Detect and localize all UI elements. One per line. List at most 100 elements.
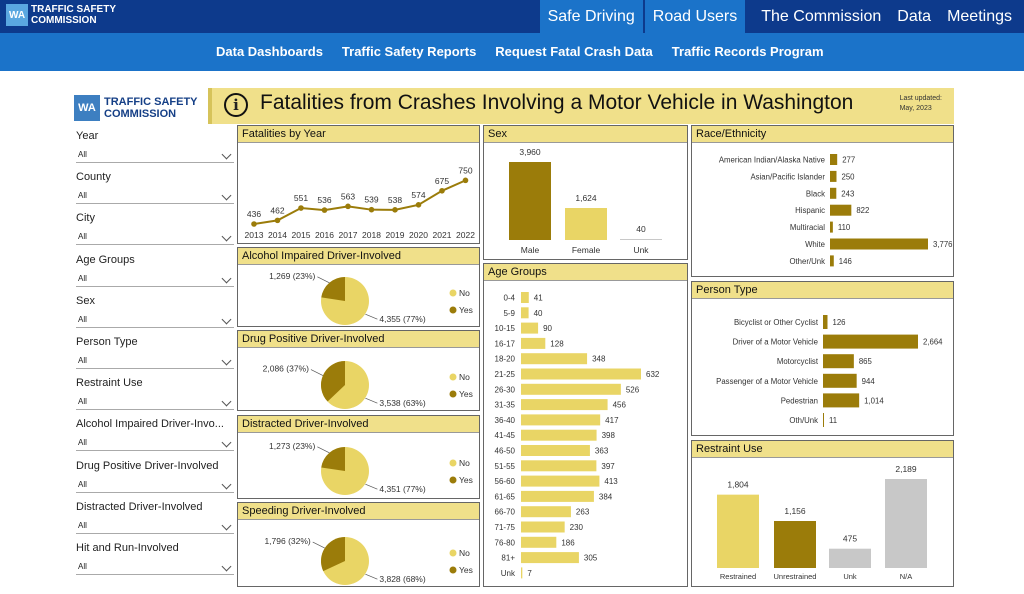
leader-line <box>312 541 325 549</box>
data-label: 574 <box>411 190 425 200</box>
dashboard-logo-line-1: TRAFFIC SAFETY <box>104 96 198 108</box>
category-label: 81+ <box>501 554 515 563</box>
subnav-request-fatal-crash-data[interactable]: Request Fatal Crash Data <box>495 44 653 59</box>
bar <box>521 353 588 365</box>
data-label: 475 <box>843 534 857 544</box>
last-updated-label: Last updated: <box>899 95 942 102</box>
bar <box>830 255 834 267</box>
filter-value: All <box>78 355 87 365</box>
bar <box>521 368 641 380</box>
bar <box>717 494 759 568</box>
nav-the-commission[interactable]: The Commission <box>761 8 882 25</box>
data-label: 263 <box>576 508 590 517</box>
data-label: 90 <box>543 324 552 333</box>
filter-dropdown[interactable]: All <box>76 272 234 287</box>
filter-dropdown[interactable]: All <box>76 436 234 452</box>
panel-title: Alcohol Impaired Driver-Involved <box>238 248 479 265</box>
legend-marker <box>449 390 457 398</box>
filter-dropdown[interactable]: All <box>76 519 234 534</box>
bar <box>830 238 928 250</box>
nav-data[interactable]: Data <box>897 8 932 25</box>
bar <box>521 307 529 319</box>
nav-safe-driving[interactable]: Safe Driving <box>539 0 643 33</box>
bar <box>885 479 927 568</box>
data-point <box>462 177 469 184</box>
filter-dropdown[interactable]: All <box>76 148 234 163</box>
data-label: 417 <box>605 416 619 425</box>
panel-speeding: Speeding Driver-Involved 1,796 (32%) 3,82… <box>237 502 480 587</box>
data-label: 436 <box>247 209 261 219</box>
bar <box>521 292 529 303</box>
filter-drug-positive-driver-involved: Drug Positive Driver-Involved All <box>76 457 234 498</box>
panel-title: Drug Positive Driver-Involved <box>238 331 479 348</box>
legend-marker <box>449 306 457 314</box>
filter-value: All <box>78 438 87 448</box>
bar <box>774 520 816 568</box>
category-label: Unk <box>843 572 857 581</box>
chevron-down-icon <box>221 561 232 572</box>
filter-hit-and-run-involved: Hit and Run-Involved All <box>76 539 234 580</box>
subnav-data-dashboards[interactable]: Data Dashboards <box>216 44 323 59</box>
pie-slice <box>321 277 345 301</box>
filter-label: Restraint Use <box>76 377 143 390</box>
data-label: 186 <box>561 538 575 547</box>
filter-dropdown[interactable]: All <box>76 313 234 328</box>
data-label: 632 <box>646 370 660 379</box>
tick-label: 2016 <box>315 230 334 240</box>
filter-dropdown[interactable]: All <box>76 478 234 493</box>
bar <box>521 429 597 441</box>
series-line <box>253 179 466 225</box>
category-label: Multiracial <box>790 223 825 232</box>
tick-label: 2017 <box>339 230 358 240</box>
filter-dropdown[interactable]: All <box>76 230 234 246</box>
category-label: 26-30 <box>495 385 516 394</box>
data-label: 348 <box>592 355 606 364</box>
chevron-down-icon <box>221 479 232 489</box>
site-logo[interactable]: WA TRAFFIC SAFETY COMMISSION <box>6 4 116 26</box>
nav-road-users[interactable]: Road Users <box>644 0 746 33</box>
data-point <box>415 202 422 208</box>
category-label: 56-60 <box>495 477 516 486</box>
filter-label: Drug Positive Driver-Involved <box>76 459 219 472</box>
filter-dropdown[interactable]: All <box>76 354 234 369</box>
nav-meetings[interactable]: Meetings <box>947 8 1012 25</box>
category-label: N/A <box>900 572 913 581</box>
pie-slice <box>321 361 345 402</box>
category-label: 66-70 <box>495 508 516 517</box>
panel-title: Race/Ethnicity <box>692 126 953 143</box>
data-label: 40 <box>534 309 543 318</box>
subnav-traffic-records-program[interactable]: Traffic Records Program <box>671 44 824 59</box>
category-label: Male <box>521 245 540 255</box>
tick-label: 2018 <box>362 230 381 240</box>
bar <box>830 187 837 199</box>
leader-line <box>365 313 378 320</box>
data-label: 462 <box>270 205 284 215</box>
data-label: 539 <box>364 195 378 205</box>
filter-dropdown[interactable]: All <box>76 560 234 575</box>
data-label: 1,796 (32%) <box>264 536 310 546</box>
data-label: 146 <box>839 257 852 266</box>
data-label: 363 <box>595 447 609 456</box>
filter-dropdown[interactable]: All <box>76 189 234 205</box>
panel-title: Sex <box>484 126 687 143</box>
filter-value: All <box>78 191 87 201</box>
tick-label: 2021 <box>433 230 452 240</box>
category-label: Motorcyclist <box>777 357 819 366</box>
chevron-down-icon <box>221 231 232 242</box>
legend-marker <box>449 373 457 381</box>
data-label: 41 <box>534 294 543 303</box>
bar <box>509 162 551 240</box>
subnav-traffic-safety-reports[interactable]: Traffic Safety Reports <box>341 44 477 59</box>
leader-line <box>365 483 378 490</box>
chevron-down-icon <box>221 314 232 325</box>
data-label: 40 <box>636 224 646 234</box>
filter-dropdown[interactable]: All <box>76 395 234 411</box>
legend-marker <box>449 289 457 297</box>
legend-label: Yes <box>459 565 473 575</box>
category-label: Passenger of a Motor Vehicle <box>716 377 818 386</box>
info-icon[interactable]: i <box>224 93 248 117</box>
tick-label: 2020 <box>409 230 428 240</box>
category-label: 10-15 <box>495 324 516 333</box>
category-label: Unrestrained <box>774 572 817 581</box>
data-label: 4,355 (77%) <box>379 314 425 324</box>
